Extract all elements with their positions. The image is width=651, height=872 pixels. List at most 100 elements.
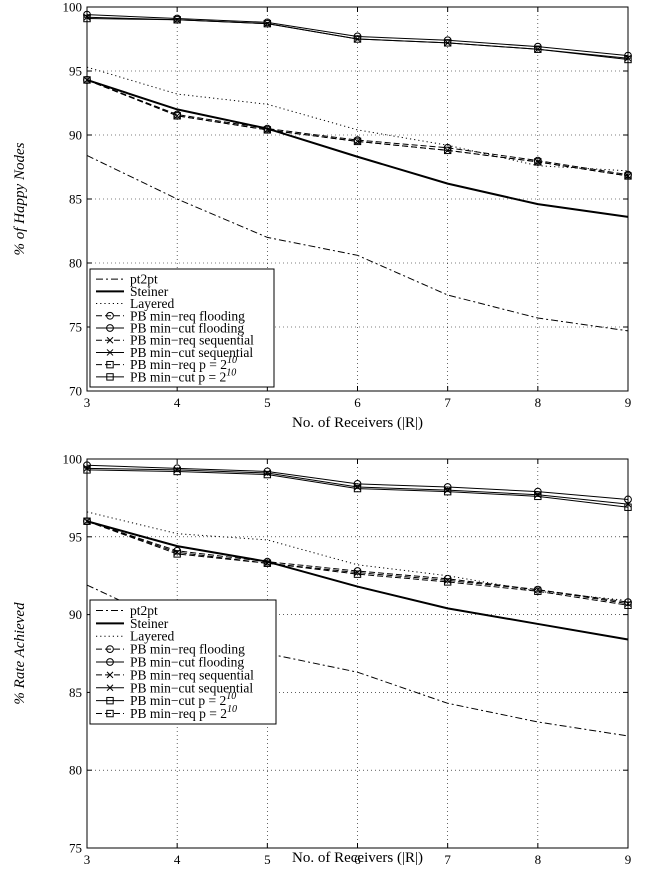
series-line — [86, 155, 629, 332]
legend-marker — [106, 373, 114, 381]
y-tick-label: 75 — [69, 841, 82, 856]
legend-superscript: 10 — [226, 367, 236, 378]
legend-entry: PB min−cut sequential — [96, 345, 253, 360]
y-tick-label: 75 — [69, 320, 82, 335]
data-point — [263, 19, 272, 28]
legend-label: Layered — [130, 296, 174, 311]
y-tick-label: 70 — [69, 384, 82, 399]
legend-label: Steiner — [130, 616, 169, 631]
legend-entry: PB min−req flooding — [96, 308, 245, 323]
legend-label: PB min−req sequential — [130, 667, 254, 682]
x-tick-label: 7 — [444, 395, 451, 410]
x-axis-label: No. of Receivers (|R|) — [292, 850, 423, 866]
legend-label: PB min−cut sequential — [130, 680, 253, 695]
data-point — [443, 487, 452, 496]
series-line — [86, 520, 629, 641]
data-point — [263, 470, 272, 479]
legend-label: pt2pt — [130, 603, 158, 618]
legend-label: PB min−cut flooding — [130, 655, 244, 670]
series-line — [86, 467, 629, 505]
legend-marker — [106, 684, 114, 692]
legend-superscript: 10 — [227, 704, 237, 715]
data-point — [443, 39, 452, 47]
x-tick-label: 7 — [444, 852, 451, 867]
data-point — [173, 550, 181, 558]
series-line — [86, 14, 629, 57]
legend-label: pt2pt — [130, 272, 158, 287]
legend-entry: Layered — [96, 629, 174, 644]
data-point — [173, 467, 181, 476]
series-line — [86, 584, 629, 737]
legend-entry: PB min−cut flooding — [96, 655, 244, 670]
chart-2: 3 4 5 6 7 8 9 75 80 85 90 95 100 No. of Receivers (|R… — [12, 452, 632, 867]
legend-entry: PB min−cut sequential — [96, 680, 253, 695]
data-point — [353, 137, 362, 146]
y-tick-label: 90 — [69, 607, 82, 622]
legend-label: PB min−req p = 210 — [130, 704, 237, 721]
legend-superscript: 10 — [227, 355, 237, 366]
y-tick-label: 100 — [63, 452, 83, 467]
x-tick-label: 9 — [625, 852, 632, 867]
y-tick-label: 85 — [69, 192, 82, 207]
series-line — [86, 520, 629, 603]
legend-marker — [106, 311, 114, 320]
legend-marker — [106, 336, 114, 344]
series-line — [86, 79, 629, 176]
data-point — [534, 587, 542, 595]
data-point — [263, 559, 271, 567]
legend-marker — [106, 658, 114, 666]
x-tick-label: 3 — [84, 395, 91, 410]
legend-entry: PB min−req sequential — [96, 667, 254, 682]
y-axis-label: % Rate Achieved — [12, 602, 28, 705]
data-point — [443, 578, 452, 586]
x-axis-label: No. of Receivers (|R|) — [292, 415, 423, 431]
x-tick-label: 4 — [174, 852, 181, 867]
data-point — [534, 158, 542, 166]
legend-entry: PB min−req p = 210 — [96, 355, 237, 372]
series-line — [86, 18, 629, 60]
x-tick-label: 8 — [535, 395, 542, 410]
legend-marker — [106, 324, 114, 332]
legend-label: Steiner — [130, 284, 169, 299]
y-tick-label: 80 — [69, 763, 82, 778]
data-point — [534, 45, 542, 53]
legend-label: PB min−cut p = 210 — [130, 691, 236, 708]
legend-label: PB min−req p = 210 — [130, 355, 237, 372]
data-point — [624, 495, 632, 504]
x-tick-label: 4 — [174, 395, 181, 410]
series-9 — [83, 14, 632, 64]
legend-marker — [106, 696, 114, 705]
series-9 — [83, 517, 632, 609]
series-3 — [86, 511, 629, 602]
data-point — [353, 484, 362, 493]
x-tick-label: 6 — [354, 395, 361, 410]
legend-entry: PB min−req p = 210 — [96, 704, 237, 721]
series-3 — [86, 66, 629, 172]
data-point — [83, 517, 91, 525]
data-point — [624, 55, 632, 64]
x-tick-label: 5 — [264, 852, 271, 867]
series-8 — [83, 466, 632, 511]
data-point — [624, 172, 632, 180]
series-2 — [86, 520, 629, 641]
x-tick-label: 8 — [535, 852, 542, 867]
data-point — [83, 466, 91, 474]
x-tick-label: 5 — [264, 395, 271, 410]
x-tick-label: 6 — [354, 852, 361, 867]
data-point — [353, 35, 362, 43]
legend-superscript: 10 — [226, 691, 236, 702]
legend-entry: pt2pt — [96, 603, 158, 618]
legend-marker — [106, 671, 114, 679]
legend-entry: PB min−cut flooding — [96, 321, 244, 336]
y-tick-label: 85 — [69, 685, 82, 700]
legend-marker — [106, 709, 114, 718]
data-point — [353, 570, 362, 578]
legend-label: PB min−cut flooding — [130, 321, 244, 336]
legend-label: PB min−req sequential — [130, 333, 254, 348]
series-2 — [86, 79, 629, 218]
legend-label: PB min−cut sequential — [130, 345, 253, 360]
legend-marker — [106, 349, 114, 356]
